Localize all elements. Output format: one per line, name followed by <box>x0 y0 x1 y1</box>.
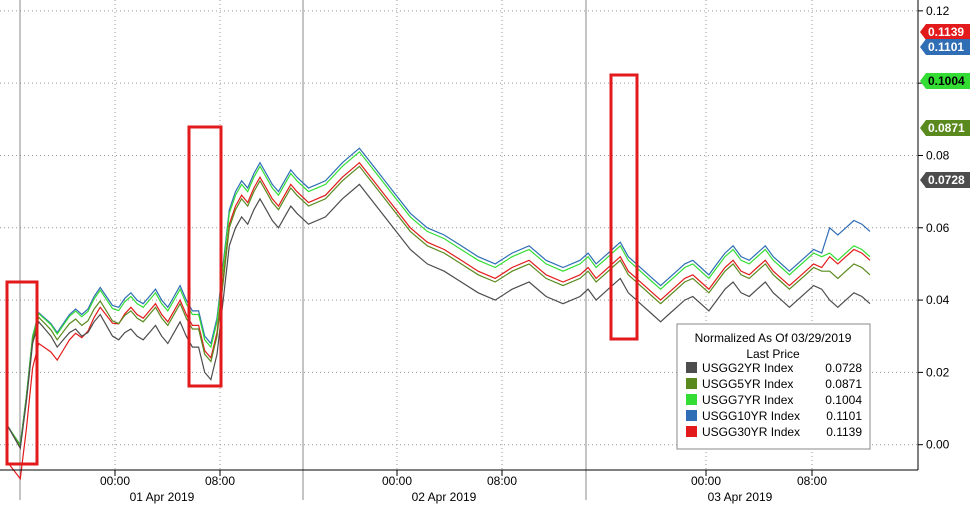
value-tag: 0.1139 <box>920 24 970 40</box>
y-tick-label: 0.04 <box>926 293 950 307</box>
legend-box <box>676 323 871 450</box>
series-line-usgg30yr-index <box>7 161 871 481</box>
legend: Normalized As Of 03/29/2019 Last Price U… <box>676 323 871 450</box>
x-tick-label: 08:00 <box>205 474 235 488</box>
highlight-box <box>609 73 639 341</box>
value-tag-label: 0.1101 <box>928 40 964 54</box>
x-axis-ticks: 00:00 08:00 00:00 08:00 00:00 08:00 01 Apr 201… <box>100 470 827 504</box>
legend-series-value: 0.1101 <box>826 409 862 423</box>
series-line-usgg5yr-index <box>7 165 871 449</box>
legend-swatch <box>686 362 697 373</box>
series-lines <box>7 147 871 481</box>
legend-series-name: USGG7YR Index <box>702 393 793 407</box>
value-tag-shape <box>920 39 970 55</box>
y-tick-label: 0.12 <box>926 4 950 18</box>
y-tick-label: 0.06 <box>926 221 950 235</box>
highlight-box <box>5 280 39 466</box>
day-separators <box>19 0 587 500</box>
legend-series-name: USGG30YR Index <box>702 425 800 439</box>
legend-series-value: 0.1139 <box>826 425 862 439</box>
legend-title: Normalized As Of 03/29/2019 <box>695 331 852 345</box>
legend-series-value: 0.1004 <box>825 393 862 407</box>
value-tag-shape <box>920 172 970 188</box>
legend-item: USGG30YR Index 0.1139 <box>686 425 862 439</box>
x-tick-label: 08:00 <box>487 474 517 488</box>
legend-swatch <box>686 394 697 405</box>
y-tick-label: 0.00 <box>926 438 950 452</box>
x-date-label: 02 Apr 2019 <box>412 490 477 504</box>
x-tick-label: 00:00 <box>382 474 412 488</box>
value-tag: 0.0728 <box>920 172 970 188</box>
legend-series-value: 0.0871 <box>825 377 862 391</box>
highlight-boxes <box>5 73 639 466</box>
value-tag-label: 0.0871 <box>928 121 965 135</box>
value-tag-label: 0.0728 <box>928 173 965 187</box>
legend-swatch <box>686 410 697 421</box>
value-tag: 0.1101 <box>920 39 970 55</box>
series-line-usgg10yr-index <box>7 147 871 447</box>
x-tick-label: 00:00 <box>100 474 130 488</box>
x-tick-label: 00:00 <box>691 474 721 488</box>
value-tag: 0.0871 <box>920 120 970 136</box>
legend-item: USGG2YR Index 0.0728 <box>686 361 862 375</box>
x-date-label: 01 Apr 2019 <box>130 490 195 504</box>
legend-subtitle: Last Price <box>746 347 800 361</box>
highlight-box <box>187 125 223 388</box>
y-tick-label: 0.02 <box>926 365 950 379</box>
legend-item: USGG7YR Index 0.1004 <box>686 393 862 407</box>
series-line-usgg7yr-index <box>7 150 871 447</box>
legend-item: USGG10YR Index 0.1101 <box>686 409 862 423</box>
series-line-usgg2yr-index <box>7 183 871 451</box>
gridlines <box>0 0 918 470</box>
legend-series-value: 0.0728 <box>825 361 862 375</box>
value-tag-shape <box>920 73 970 89</box>
y-tick-label: 0.08 <box>926 148 950 162</box>
legend-series-name: USGG10YR Index <box>702 409 800 423</box>
x-tick-label: 08:00 <box>797 474 827 488</box>
value-tag-shape <box>920 120 970 136</box>
legend-swatch <box>686 378 697 389</box>
x-date-label: 03 Apr 2019 <box>708 490 773 504</box>
value-tag-label: 0.1139 <box>928 25 964 39</box>
legend-series-name: USGG2YR Index <box>702 361 793 375</box>
value-tag-label: 0.1004 <box>928 74 965 88</box>
legend-series-name: USGG5YR Index <box>702 377 793 391</box>
value-tag-shape <box>920 24 970 40</box>
legend-swatch <box>686 426 697 437</box>
value-tag: 0.1004 <box>920 73 970 89</box>
legend-item: USGG5YR Index 0.0871 <box>686 377 862 391</box>
